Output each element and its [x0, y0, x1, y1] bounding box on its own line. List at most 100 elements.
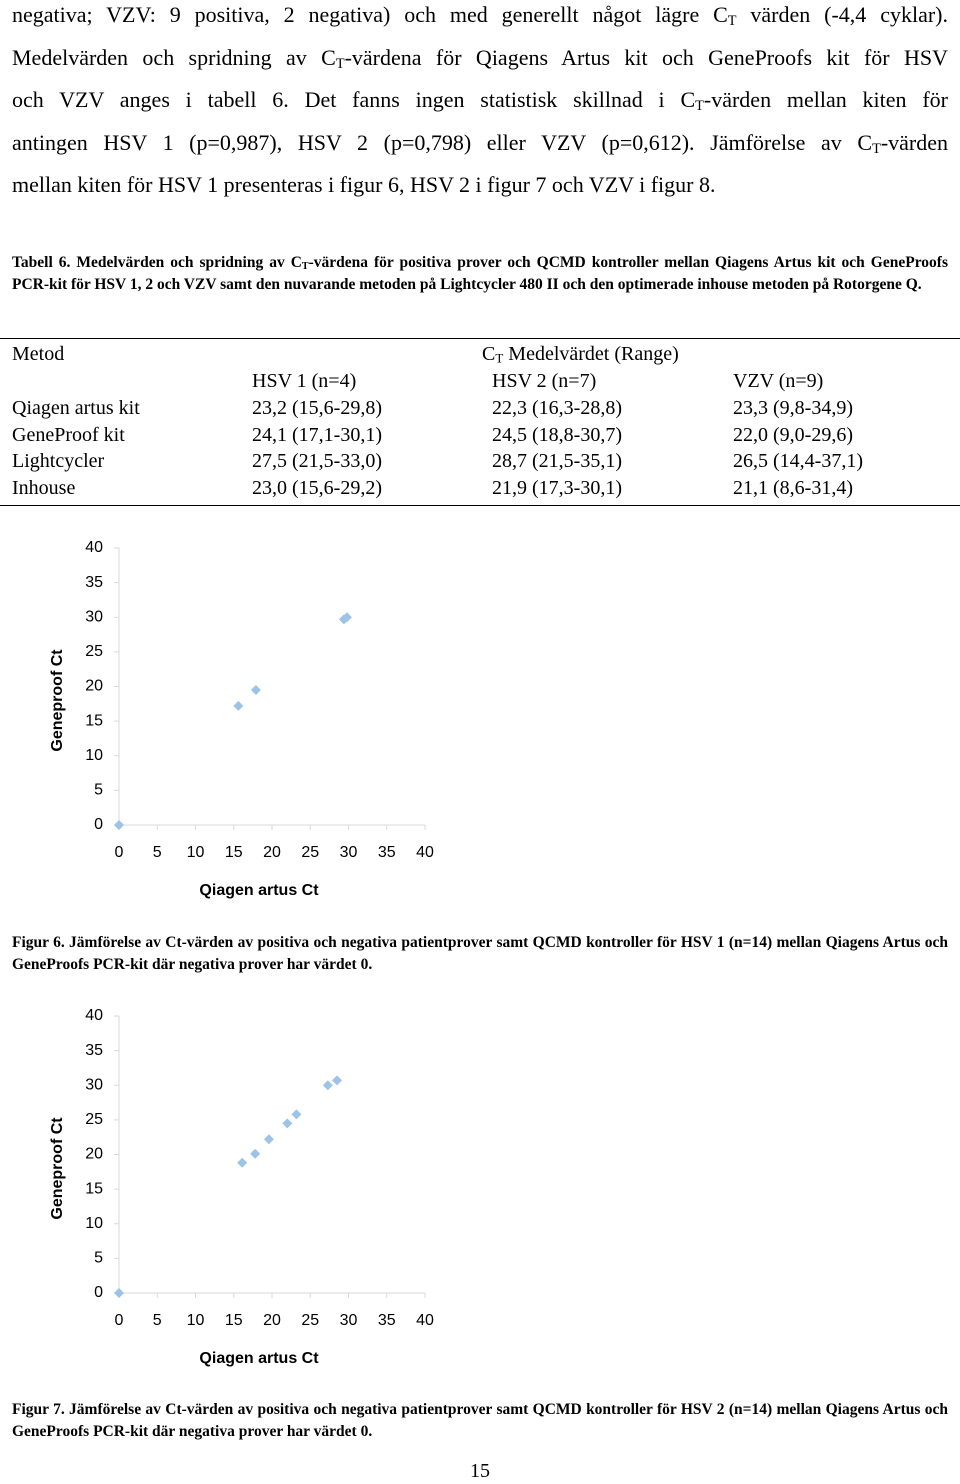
table-cell: 24,5 (18,8-30,7): [492, 423, 622, 446]
table-cell: 21,9 (17,3-30,1): [492, 476, 622, 499]
text-run: negativa; VZV: 9 positiva, 2 negativa) o…: [12, 2, 728, 27]
paragraph-line: negativa; VZV: 9 positiva, 2 negativa) o…: [12, 2, 948, 28]
table-cell: GeneProof kit: [12, 423, 125, 446]
table-cell: 22,0 (9,0-29,6): [733, 423, 853, 446]
x-tick-label: 0: [115, 844, 124, 861]
text-run: -värdena för Qiagens Artus kit och GeneP…: [344, 44, 949, 70]
subscript: T: [695, 97, 704, 114]
table-cell: 26,5 (14,4-37,1): [733, 450, 863, 472]
y-tick-label: 10: [85, 747, 103, 764]
table-cell: Metod: [12, 343, 65, 365]
x-axis-label: Qiagen artus Ct: [199, 1350, 319, 1367]
table-header-row: HSV 1 (n=4) HSV 2 (n=7) VZV (n=9): [12, 368, 948, 394]
y-tick-label: 5: [94, 782, 103, 799]
x-tick-label: 10: [187, 1312, 205, 1329]
text-run: och VZV anges i tabell 6. Det fanns inge…: [12, 87, 696, 112]
table-header-row: Metod CT Medelvärdet (Range): [12, 341, 948, 367]
x-tick-label: 15: [225, 1312, 243, 1329]
table-cell: 23,3 (9,8-34,9): [733, 397, 853, 419]
figure-caption: Figur 7. Jämförelse av Ct-värden av posi…: [12, 1401, 948, 1440]
table-cell: 27,5 (21,5-33,0): [252, 450, 382, 472]
data-point: [233, 700, 244, 711]
data-point: [291, 1109, 302, 1120]
table-cell: Inhouse: [12, 476, 76, 499]
subscript: T: [727, 12, 737, 29]
y-tick-label: 25: [85, 643, 103, 660]
y-axis-label: Geneproof Ct: [49, 649, 66, 752]
y-tick-label: 25: [85, 1111, 103, 1128]
x-tick-label: 0: [115, 1312, 124, 1329]
text-run: -värden mellan kiten för: [703, 87, 948, 112]
y-tick-label: 20: [85, 678, 103, 695]
paragraph-line: antingen HSV 1 (p=0,987), HSV 2 (p=0,798…: [12, 130, 948, 156]
data-point: [341, 612, 352, 623]
data-point: [250, 684, 261, 695]
table-cell: Lightcycler: [12, 450, 105, 472]
paragraph-line: och VZV anges i tabell 6. Det fanns inge…: [12, 87, 948, 113]
x-tick-label: 35: [378, 844, 396, 861]
data-point: [282, 1118, 293, 1129]
text-run: Tabell 6. Medelvärden och spridning av C: [12, 254, 302, 271]
x-tick-label: 10: [187, 844, 205, 861]
data-point: [332, 1075, 343, 1086]
text-run: C: [482, 343, 496, 365]
x-tick-label: 25: [301, 844, 319, 861]
x-tick-label: 5: [153, 1312, 162, 1329]
table-top-rule: [0, 338, 960, 339]
y-tick-label: 35: [85, 574, 103, 591]
paragraph-line: mellan kiten för HSV 1 presenteras i fig…: [12, 172, 948, 198]
x-tick-label: 30: [340, 1312, 358, 1329]
y-axis-label: Geneproof Ct: [49, 1117, 66, 1220]
table-cell: 22,3 (16,3-28,8): [492, 397, 622, 419]
data-point: [250, 1148, 261, 1159]
x-axis-label: Qiagen artus Ct: [199, 882, 319, 899]
table-group-header: CT Medelvärdet (Range): [482, 341, 948, 367]
text-run: antingen HSV 1 (p=0,987), HSV 2 (p=0,798…: [12, 129, 873, 155]
x-tick-label: 40: [416, 844, 434, 861]
table-row: Inhouse 23,0 (15,6-29,2) 21,9 (17,3-30,1) 2…: [12, 475, 948, 501]
table-row: Lightcycler 27,5 (21,5-33,0) 28,7 (21,5-35…: [12, 448, 948, 474]
x-tick-label: 30: [340, 844, 358, 861]
x-tick-label: 5: [153, 844, 162, 861]
subscript: T: [872, 140, 881, 157]
table-cell: HSV 1 (n=4): [252, 370, 357, 392]
figure-caption: Figur 6. Jämförelse av Ct-värden av posi…: [12, 934, 948, 973]
table-cell: 28,7 (21,5-35,1): [492, 450, 622, 472]
table-cell: Qiagen artus kit: [12, 397, 140, 419]
scatter-chart: 0 5 10 15 20 25 30 35 40 0 5 10 15 20 25 30 35 40 Qiagen a…: [49, 539, 434, 899]
table-caption: Tabell 6. Medelvärden och spridning av C…: [12, 252, 948, 296]
x-tick-label: 40: [416, 1312, 434, 1329]
data-point: [114, 1288, 124, 1298]
y-tick-label: 15: [85, 1180, 103, 1197]
x-tick-label: 15: [225, 844, 243, 861]
y-tick-label: 40: [85, 539, 103, 556]
table-cell: [12, 368, 252, 394]
data-point: [263, 1134, 274, 1145]
table-cell: 23,2 (15,6-29,8): [252, 397, 382, 419]
y-tick-label: 20: [85, 1146, 103, 1163]
text-run: Medelvärden och spridning av C: [12, 44, 336, 70]
text-run: -värdena för positiva prover och QCMD ko…: [12, 254, 948, 293]
y-tick-label: 35: [85, 1042, 103, 1059]
y-tick-label: 0: [94, 816, 103, 833]
text-run: Medelvärdet (Range): [503, 343, 679, 365]
y-tick-label: 30: [85, 1076, 103, 1093]
table-cell: 23,0 (15,6-29,2): [252, 476, 382, 499]
table-cell: 24,1 (17,1-30,1): [252, 423, 382, 446]
table-cell: HSV 2 (n=7): [492, 370, 597, 392]
y-tick-label: 0: [94, 1284, 103, 1301]
table-cell: VZV (n=9): [733, 370, 824, 392]
x-tick-label: 35: [378, 1312, 396, 1329]
text-run: värden (-4,4 cyklar).: [736, 2, 948, 27]
x-tick-label: 20: [263, 1312, 281, 1329]
data-point: [237, 1157, 248, 1168]
y-tick-label: 15: [85, 712, 103, 729]
subscript: T: [495, 350, 504, 366]
y-tick-label: 30: [85, 608, 103, 625]
page-number: 15: [470, 1460, 490, 1482]
table-row: GeneProof kit 24,1 (17,1-30,1) 24,5 (18,8-…: [12, 422, 948, 448]
subscript: T: [301, 261, 309, 272]
text-run: mellan kiten för HSV 1 presenteras i fig…: [12, 172, 716, 197]
table-row: Qiagen artus kit 23,2 (15,6-29,8) 22,3 (16…: [12, 395, 948, 421]
